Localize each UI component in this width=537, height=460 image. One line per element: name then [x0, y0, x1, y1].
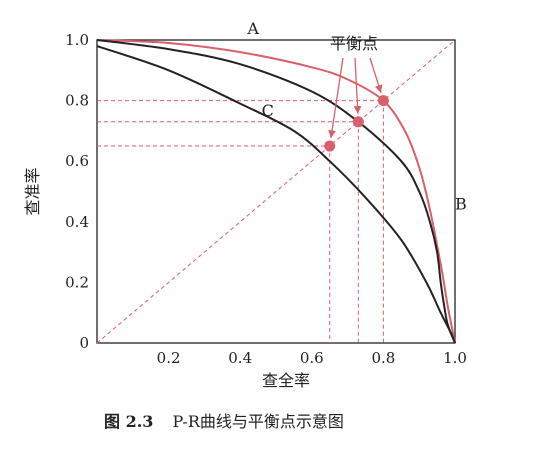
curve-label-a: A: [246, 19, 259, 38]
curve-c: [96, 45, 456, 344]
caption-text: P-R曲线与平衡点示意图: [173, 412, 344, 431]
y-tick-label-5: 0.8: [65, 92, 89, 110]
y-tick-label-2: 0.2: [65, 273, 89, 291]
annotation-arrow-2: [353, 57, 362, 114]
break-even-annotation: 平衡点: [330, 34, 378, 53]
y-tick-label-3: 0.4: [65, 213, 89, 231]
break-even-point-3: [377, 95, 389, 107]
annotation-arrow-3: [369, 57, 383, 94]
y-tick-label-6: 1.0: [65, 31, 89, 49]
curve-a: [96, 39, 456, 344]
caption-number: 图 2.3: [104, 412, 153, 431]
x-tick-label-5: 1.0: [443, 349, 467, 367]
break-even-point-2: [352, 116, 364, 128]
x-tick-label-4: 0.8: [371, 349, 395, 367]
annotation-arrow-1: [328, 57, 344, 139]
x-tick-label-1: 0.2: [157, 349, 181, 367]
y-tick-label-4: 0.6: [65, 152, 89, 170]
curve-label-c: C: [262, 101, 274, 120]
x-tick-label-2: 0.4: [228, 349, 252, 367]
diagonal-line: [96, 39, 456, 344]
curve-b: [96, 39, 456, 344]
break-even-point-1: [324, 140, 336, 152]
curve-label-b: B: [455, 195, 467, 214]
y-tick-label-1: 0: [79, 334, 89, 352]
x-tick-label-3: 0.6: [300, 349, 324, 367]
figure-caption: 图 2.3 P-R曲线与平衡点示意图: [104, 412, 344, 431]
plot-frame: [96, 39, 456, 344]
x-axis-title: 查全率: [262, 371, 310, 390]
y-axis-title: 查准率: [23, 167, 42, 215]
